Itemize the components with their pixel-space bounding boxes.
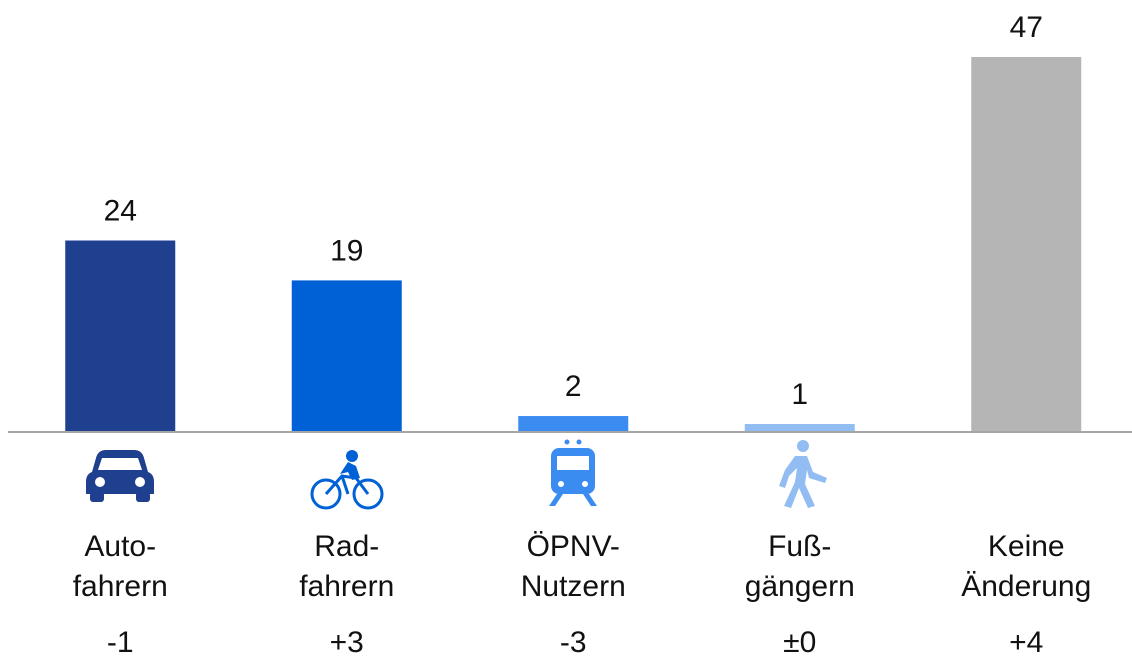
x-tick-label: Fuß- — [768, 530, 831, 563]
value-label: 19 — [330, 234, 363, 267]
bar — [971, 57, 1082, 432]
bar — [65, 240, 176, 432]
x-tick-label: Nutzern — [521, 570, 626, 603]
icons — [86, 439, 827, 510]
train-icon — [549, 439, 597, 506]
change-label: -3 — [560, 626, 587, 656]
bar — [744, 424, 855, 432]
x-tick-label: fahrern — [299, 570, 394, 603]
value-label: 2 — [565, 370, 582, 403]
change-label: -1 — [107, 626, 134, 656]
x-tick-label: Rad- — [314, 530, 379, 563]
bar — [291, 280, 402, 432]
value-label: 47 — [1010, 11, 1043, 44]
x-tick-label: Keine — [988, 530, 1065, 563]
value-label: 24 — [104, 194, 137, 227]
value-label: 1 — [791, 378, 808, 411]
change-label: +3 — [330, 626, 364, 656]
bike-icon — [310, 450, 384, 510]
x-tick-label: fahrern — [73, 570, 168, 603]
car-icon — [86, 450, 154, 502]
pedestrian-icon — [779, 440, 827, 508]
x-tick-label: gängern — [745, 570, 855, 603]
bar — [518, 416, 629, 432]
x-tick-label: ÖPNV- — [527, 530, 620, 563]
x-tick-label: Änderung — [961, 570, 1091, 603]
change-label: +4 — [1009, 626, 1043, 656]
x-tick-label: Auto- — [84, 530, 156, 563]
change-label: ±0 — [783, 626, 816, 656]
